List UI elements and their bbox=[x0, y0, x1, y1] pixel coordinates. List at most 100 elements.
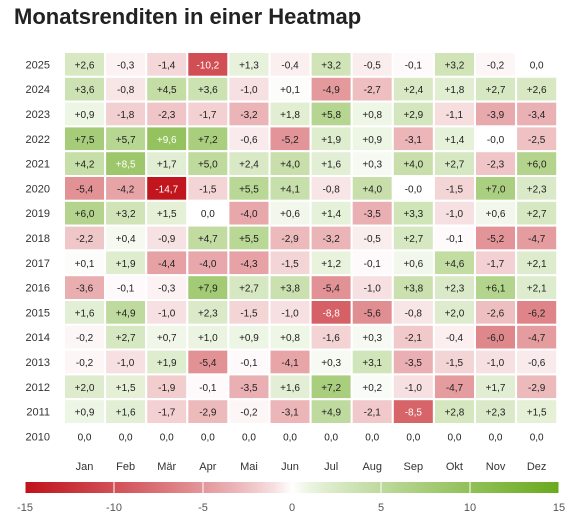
heatmap-cell bbox=[145, 51, 189, 78]
heatmap-cell bbox=[186, 199, 230, 227]
cell-value-label: -3,1 bbox=[281, 408, 299, 419]
heatmap-cell bbox=[515, 323, 559, 351]
cell-value-label: -5,4 bbox=[199, 358, 217, 369]
cell-value-label: -4,1 bbox=[281, 358, 299, 369]
cell-value-label: -2,1 bbox=[405, 333, 423, 344]
cell-value-label: +2,7 bbox=[445, 160, 465, 171]
cell-value-label: -1,0 bbox=[364, 284, 382, 295]
cell-value-label: -1,5 bbox=[446, 184, 464, 195]
cell-value-label: +3,6 bbox=[75, 85, 95, 96]
cell-value-label: +1,6 bbox=[280, 383, 300, 394]
heatmap-cell bbox=[350, 150, 394, 177]
cell-value-label: -4,7 bbox=[528, 234, 546, 245]
x-tick-label: Sep bbox=[404, 461, 424, 473]
cell-value-label: -0,2 bbox=[76, 333, 94, 344]
cell-value-label: -0,2 bbox=[240, 408, 258, 419]
heatmap-cell bbox=[268, 299, 312, 326]
heatmap-cell bbox=[227, 348, 271, 376]
cell-value-label: -2,9 bbox=[528, 383, 546, 394]
cell-value-label: +2,7 bbox=[239, 284, 259, 295]
cell-value-label: -0,4 bbox=[281, 60, 299, 71]
cell-value-label: +2,6 bbox=[527, 85, 547, 96]
cell-value-label: 0,0 bbox=[201, 432, 215, 443]
heatmap-cell bbox=[227, 249, 271, 277]
y-tick-label: 2022 bbox=[26, 134, 50, 146]
cell-value-label: +2,8 bbox=[445, 408, 465, 419]
cell-value-label: -1,9 bbox=[158, 383, 176, 394]
cell-value-label: -1,5 bbox=[240, 308, 258, 319]
cell-value-label: +7,2 bbox=[321, 383, 341, 394]
heatmap-cell bbox=[515, 373, 559, 401]
cell-value-label: -2,6 bbox=[487, 308, 505, 319]
cell-value-label: +4,1 bbox=[280, 184, 300, 195]
cell-value-label: -0,1 bbox=[240, 358, 258, 369]
cell-value-label: 0,0 bbox=[406, 432, 420, 443]
cell-value-label: +4,0 bbox=[403, 160, 423, 171]
cell-value-label: +7,5 bbox=[75, 135, 95, 146]
cell-value-label: -0,1 bbox=[199, 383, 217, 394]
cell-value-label: -0,1 bbox=[405, 60, 423, 71]
chart-title: Monatsrenditen in einer Heatmap bbox=[14, 4, 362, 29]
y-tick-label: 2017 bbox=[26, 258, 50, 270]
cell-value-label: -1,7 bbox=[199, 110, 217, 121]
cell-value-label: +2,7 bbox=[486, 85, 506, 96]
cell-value-label: 0,0 bbox=[119, 432, 133, 443]
heatmap-cell bbox=[268, 199, 312, 227]
heatmap-cell bbox=[227, 423, 271, 450]
heatmap-cell bbox=[515, 125, 559, 153]
x-tick-label: Mär bbox=[157, 461, 176, 473]
cell-value-label: +4,0 bbox=[280, 160, 300, 171]
heatmap-cell bbox=[309, 125, 353, 153]
heatmap-cell bbox=[104, 100, 148, 128]
cell-value-label: -4,7 bbox=[446, 383, 464, 394]
cell-value-label: 0,0 bbox=[530, 60, 544, 71]
cell-value-label: 0,0 bbox=[78, 432, 92, 443]
x-tick-label: Mai bbox=[240, 461, 258, 473]
x-tick-label: Apr bbox=[199, 461, 216, 473]
cell-value-label: +2,3 bbox=[486, 408, 506, 419]
cell-value-label: -0,0 bbox=[405, 184, 423, 195]
cell-value-label: +0,1 bbox=[75, 259, 95, 270]
color-scale-label: -15 bbox=[17, 502, 33, 514]
heatmap-cell bbox=[104, 150, 148, 177]
cell-value-label: -0,1 bbox=[117, 284, 135, 295]
cell-value-label: +3,1 bbox=[362, 358, 382, 369]
heatmap-cell bbox=[391, 423, 435, 450]
cell-value-label: +2,0 bbox=[445, 308, 465, 319]
cell-value-label: -5,6 bbox=[364, 308, 382, 319]
cell-value-label: 0,0 bbox=[530, 432, 544, 443]
x-tick-label: Feb bbox=[116, 461, 135, 473]
cell-value-label: -1,5 bbox=[281, 259, 299, 270]
cell-value-label: -4,0 bbox=[240, 209, 258, 220]
x-tick-label: Okt bbox=[446, 461, 463, 473]
cell-value-label: 0,0 bbox=[365, 432, 379, 443]
cell-value-label: -0,5 bbox=[364, 234, 382, 245]
cell-value-label: +9,6 bbox=[157, 135, 177, 146]
cell-value-label: +0,9 bbox=[239, 333, 259, 344]
cell-value-label: +3,2 bbox=[321, 60, 341, 71]
heatmap-cell bbox=[515, 224, 559, 252]
cell-value-label: 0,0 bbox=[283, 432, 297, 443]
x-tick-label: Dez bbox=[527, 461, 547, 473]
cell-value-label: -4,9 bbox=[323, 85, 341, 96]
cell-value-label: +5,8 bbox=[321, 110, 341, 121]
heatmap-cell bbox=[104, 398, 148, 426]
cell-value-label: -1,1 bbox=[446, 110, 464, 121]
heatmap-cell bbox=[515, 150, 559, 177]
heatmap-cell bbox=[515, 51, 559, 78]
cell-value-label: +0,2 bbox=[362, 383, 382, 394]
heatmap-cell bbox=[145, 75, 189, 103]
cell-value-label: -0,6 bbox=[240, 135, 258, 146]
cell-value-label: +5,7 bbox=[116, 135, 136, 146]
cell-value-label: +1,6 bbox=[321, 160, 341, 171]
y-tick-label: 2011 bbox=[26, 407, 50, 419]
cell-value-label: +2,1 bbox=[527, 259, 547, 270]
cell-value-label: +2,1 bbox=[527, 284, 547, 295]
cell-value-label: -8,8 bbox=[323, 308, 341, 319]
heatmap-cell bbox=[391, 224, 435, 252]
cell-value-label: -0,6 bbox=[528, 358, 546, 369]
cell-value-label: -2,7 bbox=[364, 85, 382, 96]
y-tick-label: 2014 bbox=[26, 332, 50, 344]
heatmap-cell bbox=[63, 100, 107, 128]
cell-value-label: +1,2 bbox=[321, 259, 341, 270]
